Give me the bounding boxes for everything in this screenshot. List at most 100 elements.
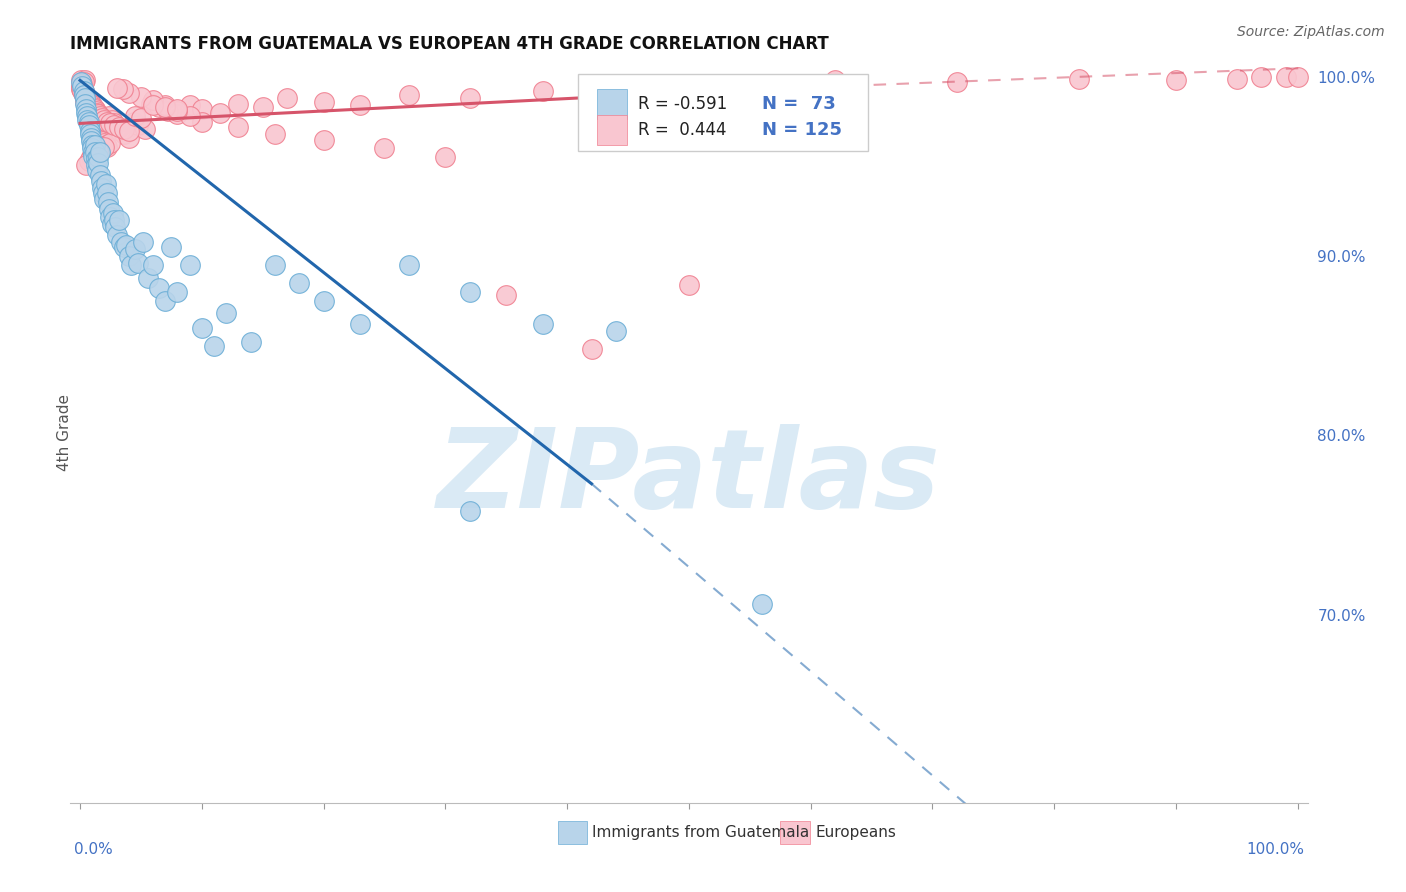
Point bbox=[73, 84, 96, 98]
Point bbox=[82, 118, 104, 132]
Point bbox=[100, 116, 122, 130]
Point bbox=[179, 258, 201, 272]
Point bbox=[1250, 70, 1272, 84]
Point bbox=[129, 111, 152, 125]
Point bbox=[82, 149, 104, 163]
Point bbox=[264, 127, 287, 141]
Point bbox=[75, 89, 97, 103]
Point bbox=[191, 102, 214, 116]
FancyBboxPatch shape bbox=[598, 115, 627, 145]
Point bbox=[1274, 70, 1296, 84]
Point bbox=[179, 109, 201, 123]
Text: ZIPatlas: ZIPatlas bbox=[437, 424, 941, 531]
Point bbox=[93, 139, 115, 153]
Point bbox=[120, 258, 142, 272]
Point bbox=[73, 96, 96, 111]
Point bbox=[70, 73, 93, 87]
Point bbox=[458, 503, 481, 517]
Point bbox=[134, 121, 156, 136]
Point bbox=[112, 121, 135, 136]
Text: N = 125: N = 125 bbox=[762, 121, 842, 139]
Point bbox=[86, 125, 108, 139]
Point bbox=[70, 78, 93, 93]
Point bbox=[132, 235, 155, 249]
Point bbox=[72, 84, 94, 98]
Point bbox=[129, 89, 152, 103]
Point bbox=[80, 134, 103, 148]
Text: 0.0%: 0.0% bbox=[75, 842, 112, 857]
Point bbox=[124, 242, 146, 256]
Point bbox=[155, 293, 177, 308]
Point bbox=[288, 276, 311, 290]
Point bbox=[124, 109, 146, 123]
Point bbox=[83, 121, 105, 136]
Point bbox=[77, 118, 100, 132]
Point bbox=[77, 93, 100, 107]
Point bbox=[80, 151, 103, 165]
Point bbox=[94, 178, 117, 192]
Point bbox=[128, 256, 150, 270]
Point bbox=[82, 98, 104, 112]
Point bbox=[76, 102, 98, 116]
Point bbox=[79, 123, 101, 137]
Point bbox=[77, 154, 100, 169]
Point bbox=[79, 107, 101, 121]
Y-axis label: 4th Grade: 4th Grade bbox=[58, 394, 72, 471]
Point bbox=[91, 111, 114, 125]
Point bbox=[751, 597, 773, 611]
Point bbox=[617, 80, 640, 95]
Point bbox=[166, 103, 188, 118]
Point bbox=[89, 169, 111, 183]
Point bbox=[156, 103, 179, 118]
Point bbox=[946, 75, 969, 89]
Point bbox=[531, 317, 554, 331]
Point bbox=[160, 240, 183, 254]
Point bbox=[118, 130, 141, 145]
Point bbox=[80, 130, 103, 145]
Point bbox=[264, 258, 287, 272]
Point bbox=[90, 174, 112, 188]
Text: Source: ZipAtlas.com: Source: ZipAtlas.com bbox=[1237, 25, 1385, 39]
Point bbox=[91, 186, 114, 201]
Point bbox=[434, 151, 457, 165]
Point bbox=[84, 153, 107, 167]
Point bbox=[84, 158, 107, 172]
Point bbox=[148, 281, 170, 295]
Point bbox=[93, 112, 115, 127]
Point bbox=[209, 105, 232, 120]
Point bbox=[76, 112, 98, 127]
Point bbox=[96, 139, 118, 153]
Point bbox=[349, 98, 371, 112]
Point bbox=[678, 277, 700, 292]
Point bbox=[79, 95, 101, 109]
Text: R = -0.591: R = -0.591 bbox=[638, 95, 727, 113]
Point bbox=[228, 96, 250, 111]
Point bbox=[80, 111, 103, 125]
Point bbox=[87, 107, 110, 121]
Point bbox=[73, 73, 96, 87]
Point bbox=[72, 80, 94, 95]
Text: Immigrants from Guatemala: Immigrants from Guatemala bbox=[592, 825, 810, 840]
Point bbox=[82, 116, 104, 130]
Point bbox=[605, 324, 627, 338]
Point bbox=[128, 118, 150, 132]
Text: R =  0.444: R = 0.444 bbox=[638, 121, 727, 139]
Point bbox=[82, 120, 104, 134]
Point bbox=[215, 306, 238, 320]
Point bbox=[824, 73, 846, 87]
Point bbox=[191, 320, 214, 334]
Point bbox=[111, 82, 134, 96]
Point bbox=[73, 87, 96, 102]
Point bbox=[228, 120, 250, 134]
Point bbox=[82, 141, 104, 155]
Point bbox=[112, 240, 135, 254]
Point bbox=[91, 134, 114, 148]
Point bbox=[105, 120, 128, 134]
FancyBboxPatch shape bbox=[578, 73, 869, 152]
Point bbox=[89, 109, 111, 123]
Point bbox=[86, 105, 108, 120]
Point bbox=[73, 87, 96, 102]
Point bbox=[73, 95, 96, 109]
Point bbox=[118, 86, 141, 100]
Point bbox=[82, 114, 104, 128]
